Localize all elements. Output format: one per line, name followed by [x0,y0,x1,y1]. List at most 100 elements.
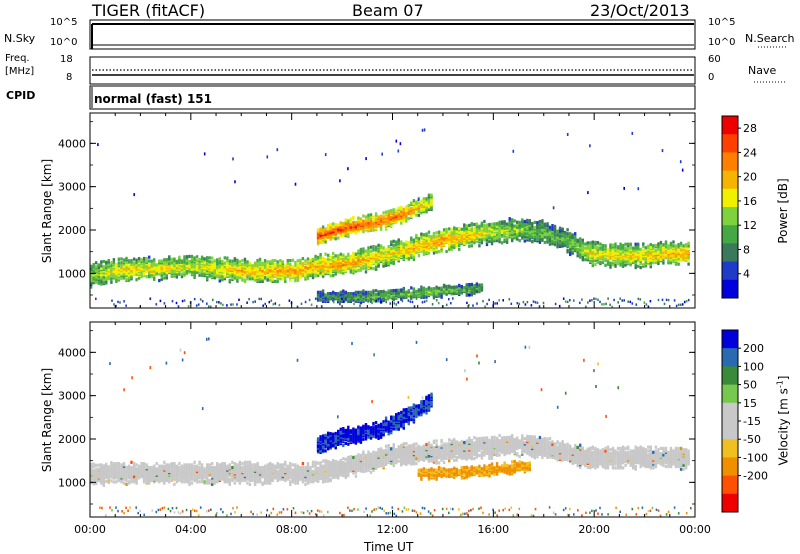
heatmap-cell [400,244,403,248]
heatmap-cell [629,246,632,250]
heatmap-cell [321,228,325,232]
heatmap-cell [148,273,151,277]
nave-tick-top: 60 [708,54,721,65]
heatmap-cell [410,206,413,210]
heatmap-cell [234,180,236,184]
heatmap-cell [425,287,428,291]
heatmap-cell [352,223,355,227]
heatmap-cell [393,302,396,305]
freq-label: Freq. [5,53,30,64]
heatmap-cell [379,244,383,248]
heatmap-cell [427,251,431,255]
heatmap-cell [211,482,214,486]
heatmap-cell [173,471,176,475]
heatmap-cell [420,288,423,292]
heatmap-cell [248,297,250,301]
heatmap-cell [604,263,607,267]
heatmap-cell [662,261,665,265]
heatmap-cell [216,275,219,279]
heatmap-cell [332,251,335,256]
heatmap-cell [153,260,156,264]
heatmap-cell [195,467,199,471]
heatmap-cell [432,231,436,236]
heatmap-cell [331,297,333,300]
heatmap-cell [624,246,627,250]
heatmap-cell [117,261,121,265]
heatmap-cell [345,297,347,300]
heatmap-cell [662,258,665,262]
heatmap-cell [435,248,438,252]
heatmap-cell [359,247,363,251]
heatmap-cell [362,230,365,234]
heatmap-cell [183,463,186,467]
heatmap-cell [606,248,610,252]
heatmap-cell [480,283,484,287]
heatmap-cell [498,220,501,224]
heatmap-cell [538,240,542,244]
heatmap-cell [468,293,471,297]
heatmap-cell [440,249,443,253]
heatmap-cell [585,305,587,308]
heatmap-cell [626,242,630,246]
heatmap-cell [377,299,380,303]
heatmap-cell [476,302,478,305]
heatmap-cell [579,301,581,305]
heatmap-cell [284,264,287,268]
heatmap-cell [362,219,365,223]
heatmap-cell [178,465,181,470]
heatmap-cell [518,231,521,235]
heatmap-cell [496,302,498,305]
date-title: 23/Oct/2013 [590,1,690,20]
heatmap-cell [208,260,211,264]
heatmap-cell [611,248,615,252]
heatmap-cell [198,468,201,472]
heatmap-cell [642,263,645,267]
heatmap-cell [137,259,141,263]
heatmap-cell [163,262,166,266]
heatmap-cell [372,247,375,251]
heatmap-cell [111,299,113,302]
heatmap-cell [521,235,524,239]
heatmap-cell [637,187,640,191]
heatmap-cell [238,460,242,464]
heatmap-cell [190,468,194,472]
heatmap-cell [390,289,393,293]
heatmap-cell [538,219,542,224]
heatmap-cell [422,233,426,237]
heatmap-cell [132,475,136,479]
heatmap-cell [405,219,408,223]
heatmap-cell [631,131,634,135]
heatmap-cell [644,248,647,252]
heatmap-cell [291,265,295,269]
heatmap-cell [263,275,267,280]
heatmap-cell [155,462,158,466]
heatmap-cell [332,294,335,298]
heatmap-cell [503,238,506,242]
heatmap-cell [115,462,118,466]
heatmap-cell [354,231,358,235]
heatmap-cell [362,214,365,218]
heatmap-cell [364,290,368,294]
heatmap-cell [421,128,424,132]
heatmap-cell [523,239,526,243]
heatmap-cell [286,259,289,263]
heatmap-cell [243,460,247,464]
heatmap-cell [173,262,176,266]
heatmap-cell [158,480,161,484]
heatmap-cell [624,242,627,246]
heatmap-cell [621,249,625,253]
heatmap-cell [665,298,668,301]
heatmap-cell [319,227,322,231]
heatmap-cell [256,268,259,272]
heatmap-cell [453,285,456,289]
heatmap-cell [407,299,410,302]
heatmap-cell [379,248,383,252]
heatmap-cell [425,250,428,254]
heatmap-cell [387,209,390,213]
heatmap-cell [357,249,360,253]
heatmap-cell [153,258,156,262]
heatmap-cell [674,244,678,248]
heatmap-cell [349,298,352,302]
heatmap-cell [334,256,337,261]
heatmap-cell [371,301,373,305]
